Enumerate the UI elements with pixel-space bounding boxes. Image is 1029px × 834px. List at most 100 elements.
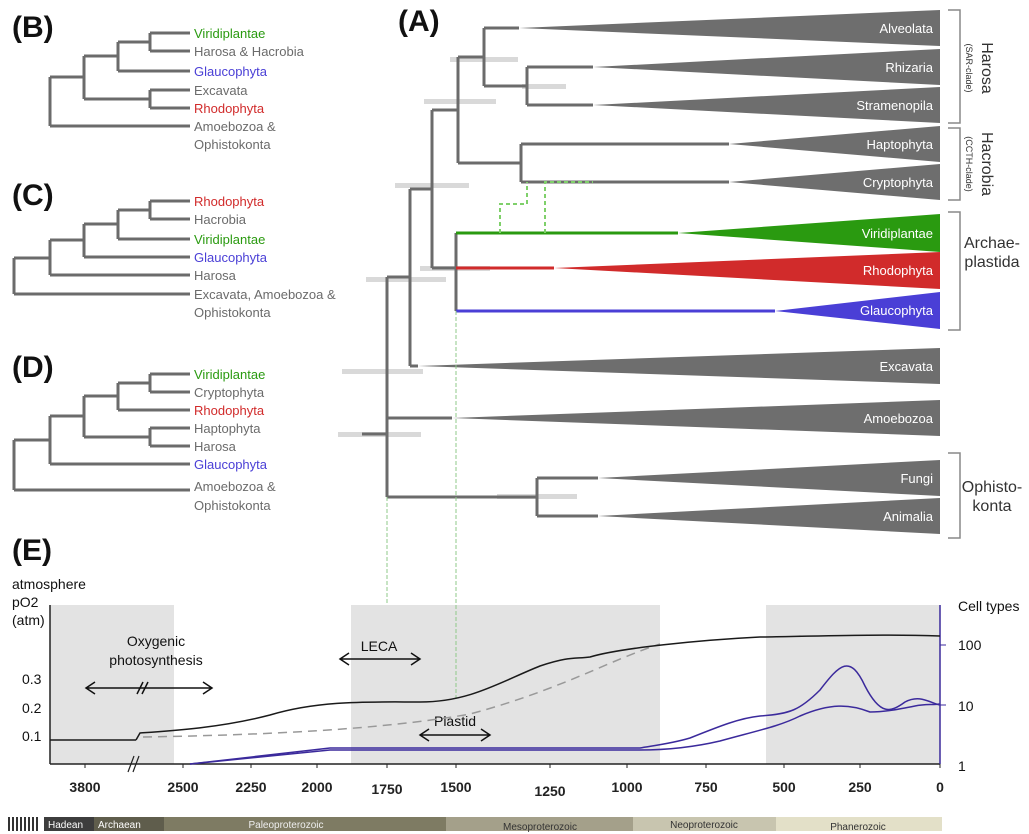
annotation-plastid: Plastid <box>434 713 476 729</box>
clade-wedges <box>418 10 940 534</box>
left-axis-title-1: atmosphere <box>12 576 86 592</box>
taxon-rhodophyta: Rhodophyta <box>863 263 934 278</box>
wedge-cryptophyta <box>729 164 940 200</box>
tree-b-label-excavata: Excavata <box>194 83 248 98</box>
tree-b-label-ophistokonta: Ophistokonta <box>194 137 271 152</box>
tree-d-label-harosa: Harosa <box>194 439 237 454</box>
eon-paleoproterozoic: Paleoproterozoic <box>248 820 323 831</box>
cell-types-curve-lower <box>189 703 941 765</box>
annotation-oxygenic-2: photosynthesis <box>109 652 202 668</box>
group-harosa-sub: (SAR-clade) <box>964 43 974 92</box>
tree-c-label-excavata-amoebozoa: Excavata, Amoebozoa & <box>194 287 336 302</box>
panel-label-e: (E) <box>12 534 52 567</box>
x-tick-0: 0 <box>936 779 944 795</box>
tree-d-label-rhodophyta: Rhodophyta <box>194 403 265 418</box>
tree-b <box>48 31 190 128</box>
eon-archaean: Archaean <box>98 820 141 831</box>
x-tick-2000: 2000 <box>301 779 332 795</box>
right-tick-marks <box>940 644 946 706</box>
shaded-periods <box>50 605 940 764</box>
tree-c-label-harosa: Harosa <box>194 268 237 283</box>
wedge-stramenopila <box>593 87 940 123</box>
x-tick-750: 750 <box>694 779 718 795</box>
tree-c <box>12 199 190 296</box>
right-tick-1: 1 <box>958 758 966 774</box>
tree-b-label-amoebozoa: Amoebozoa & <box>194 119 276 134</box>
tree-d-label-cryptophyta: Cryptophyta <box>194 385 265 400</box>
panel-label-c: (C) <box>12 179 54 212</box>
x-tick-marks <box>84 764 941 768</box>
x-tick-3800: 3800 <box>69 779 100 795</box>
wedge-viridiplantae <box>678 214 940 252</box>
tree-c-label-viridiplantae: Viridiplantae <box>194 232 265 247</box>
right-axis-title: Cell types <box>958 598 1019 614</box>
oxygen-curve <box>50 634 941 741</box>
tree-c-label-rhodophyta: Rhodophyta <box>194 194 265 209</box>
eon-bar <box>8 817 942 831</box>
tree-d <box>12 372 190 492</box>
axis-break <box>127 755 140 773</box>
left-axis-title-2: pO2 <box>12 594 39 610</box>
tree-c-label-glaucophyta: Glaucophyta <box>194 250 268 265</box>
right-tick-10: 10 <box>958 698 974 714</box>
taxon-excavata: Excavata <box>880 359 934 374</box>
secondary-plastid-links <box>499 181 593 233</box>
axes <box>49 605 940 765</box>
taxon-alveolata: Alveolata <box>880 21 934 36</box>
wedge-glaucophyta <box>775 292 940 329</box>
x-tick-1000: 1000 <box>611 779 642 795</box>
tree-d-label-viridiplantae: Viridiplantae <box>194 367 265 382</box>
wedge-amoebozoa <box>452 400 940 436</box>
annotation-oxygenic-1: Oxygenic <box>127 633 185 649</box>
eon-mesoproterozoic: Mesoproterozoic <box>503 822 577 833</box>
left-tick-0-3: 0.3 <box>22 671 42 687</box>
tree-d-label-ophistokonta: Ophistokonta <box>194 498 271 513</box>
taxon-rhizaria: Rhizaria <box>885 60 933 75</box>
x-tick-1250: 1250 <box>534 783 565 799</box>
tree-b-label-viridiplantae: Viridiplantae <box>194 26 265 41</box>
left-tick-0-2: 0.2 <box>22 700 42 716</box>
group-ophistokonta-1: Ophisto- <box>962 479 1022 496</box>
wedge-rhizaria <box>593 49 940 85</box>
wedge-excavata <box>418 348 940 384</box>
wedge-rhodophyta <box>554 252 940 289</box>
taxon-viridiplantae: Viridiplantae <box>862 226 933 241</box>
wedge-alveolata <box>519 10 940 46</box>
left-axis-title-3: (atm) <box>12 612 45 628</box>
x-tick-250: 250 <box>848 779 872 795</box>
tree-c-label-ophistokonta: Ophistokonta <box>194 305 271 320</box>
cell-types-curve-upper <box>189 665 941 765</box>
tree-b-label-glaucophyta: Glaucophyta <box>194 64 268 79</box>
taxon-animalia: Animalia <box>883 509 934 524</box>
tree-d-label-haptophyta: Haptophyta <box>194 421 261 436</box>
wedge-animalia <box>598 498 940 534</box>
panel-label-a: (A) <box>398 5 440 38</box>
taxon-cryptophyta: Cryptophyta <box>863 175 934 190</box>
x-tick-2250: 2250 <box>235 779 266 795</box>
x-tick-2500: 2500 <box>167 779 198 795</box>
tree-b-label-harosa-hacrobia: Harosa & Hacrobia <box>194 44 305 59</box>
tree-d-label-glaucophyta: Glaucophyta <box>194 457 268 472</box>
annotation-leca: LECA <box>361 638 398 654</box>
group-hacrobia-sub: (CCTH-clade) <box>964 136 974 192</box>
left-tick-0-1: 0.1 <box>22 728 42 744</box>
eon-neoproterozoic: Neoproterozoic <box>670 820 738 831</box>
group-archaeplastida-1: Archae- <box>964 235 1020 252</box>
tree-d-label-amoebozoa: Amoebozoa & <box>194 479 276 494</box>
x-tick-500: 500 <box>772 779 796 795</box>
group-archaeplastida-2: plastida <box>964 254 1019 271</box>
taxon-haptophyta: Haptophyta <box>867 137 934 152</box>
eon-phanerozoic: Phanerozoic <box>830 822 886 833</box>
oxygen-curve-dashed <box>142 643 661 738</box>
eon-hadean: Hadean <box>48 820 83 831</box>
tree-c-label-hacrobia: Hacrobia <box>194 212 247 227</box>
x-tick-1500: 1500 <box>440 779 471 795</box>
group-harosa: Harosa <box>978 42 995 94</box>
tree-a-branches <box>362 26 729 518</box>
wedge-haptophyta <box>729 126 940 162</box>
tree-b-label-rhodophyta: Rhodophyta <box>194 101 265 116</box>
group-brackets <box>948 9 961 539</box>
taxon-fungi: Fungi <box>900 471 933 486</box>
taxon-glaucophyta: Glaucophyta <box>860 303 934 318</box>
panel-label-d: (D) <box>12 351 54 384</box>
